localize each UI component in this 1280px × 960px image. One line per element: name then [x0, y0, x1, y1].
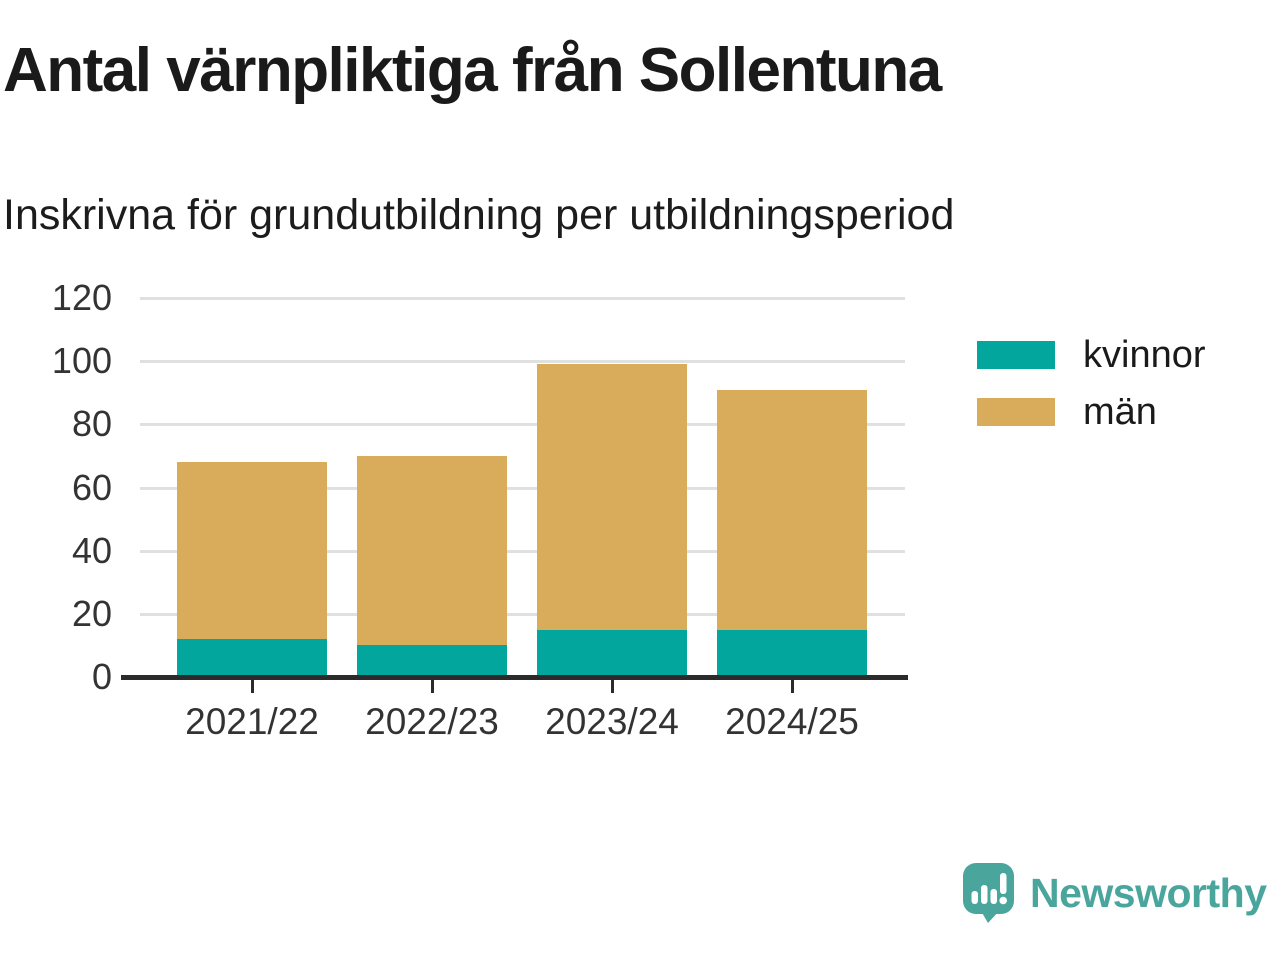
- chart-legend: kvinnor män: [977, 336, 1206, 455]
- bar-segment-män-2022/23: [357, 455, 507, 646]
- legend-swatch-kvinnor: [977, 341, 1055, 369]
- legend-label: män: [1083, 391, 1157, 433]
- newsworthy-logo-icon: [963, 863, 1014, 923]
- y-tick-label: 60: [71, 466, 112, 508]
- gridline-80: [140, 423, 905, 427]
- bar-segment-män-2023/24: [537, 364, 687, 630]
- legend-label: kvinnor: [1083, 334, 1206, 376]
- y-tick-label: 20: [71, 592, 112, 634]
- chart-subtitle: Inskrivna för grundutbildning per utbild…: [3, 191, 955, 239]
- x-tick-label: 2022/23: [365, 701, 499, 742]
- gridline-60: [140, 486, 905, 490]
- bar-segment-män-2024/25: [717, 389, 867, 630]
- bar-segment-kvinnor-2023/24: [537, 629, 687, 677]
- legend-item-män: män: [977, 393, 1206, 431]
- bar-segment-män-2021/22: [177, 462, 327, 640]
- newsworthy-logo: Newsworthy: [962, 862, 1267, 924]
- x-axis-tick: [791, 679, 794, 693]
- x-axis-line: [121, 674, 908, 680]
- gridline-40: [140, 549, 905, 553]
- gridline-100: [140, 360, 905, 364]
- x-tick-label: 2024/25: [725, 701, 859, 742]
- bar-segment-kvinnor-2022/23: [357, 645, 507, 677]
- y-tick-label: 0: [91, 656, 112, 697]
- chart-title: Antal värnpliktiga från Sollentuna: [3, 36, 942, 105]
- legend-item-kvinnor: kvinnor: [977, 336, 1206, 374]
- legend-swatch-män: [977, 398, 1055, 426]
- bar-segment-kvinnor-2021/22: [177, 639, 327, 677]
- y-tick-label: 120: [51, 277, 112, 318]
- newsworthy-logo-text: Newsworthy: [1030, 869, 1267, 916]
- y-tick-label: 100: [51, 340, 112, 382]
- bar-segment-kvinnor-2024/25: [717, 629, 867, 677]
- x-axis-tick: [611, 679, 614, 693]
- y-tick-label: 40: [71, 529, 112, 571]
- x-axis-tick: [431, 679, 434, 693]
- x-tick-label: 2023/24: [545, 701, 679, 742]
- x-axis-tick: [251, 679, 254, 693]
- gridline-120: [140, 297, 905, 300]
- gridline-20: [140, 612, 905, 616]
- x-tick-label: 2021/22: [185, 701, 319, 742]
- y-tick-label: 80: [71, 403, 112, 445]
